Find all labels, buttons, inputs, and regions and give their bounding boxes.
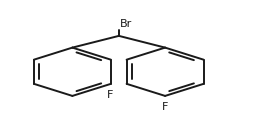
Text: F: F <box>162 102 168 112</box>
Text: Br: Br <box>120 19 132 29</box>
Text: F: F <box>106 90 113 100</box>
